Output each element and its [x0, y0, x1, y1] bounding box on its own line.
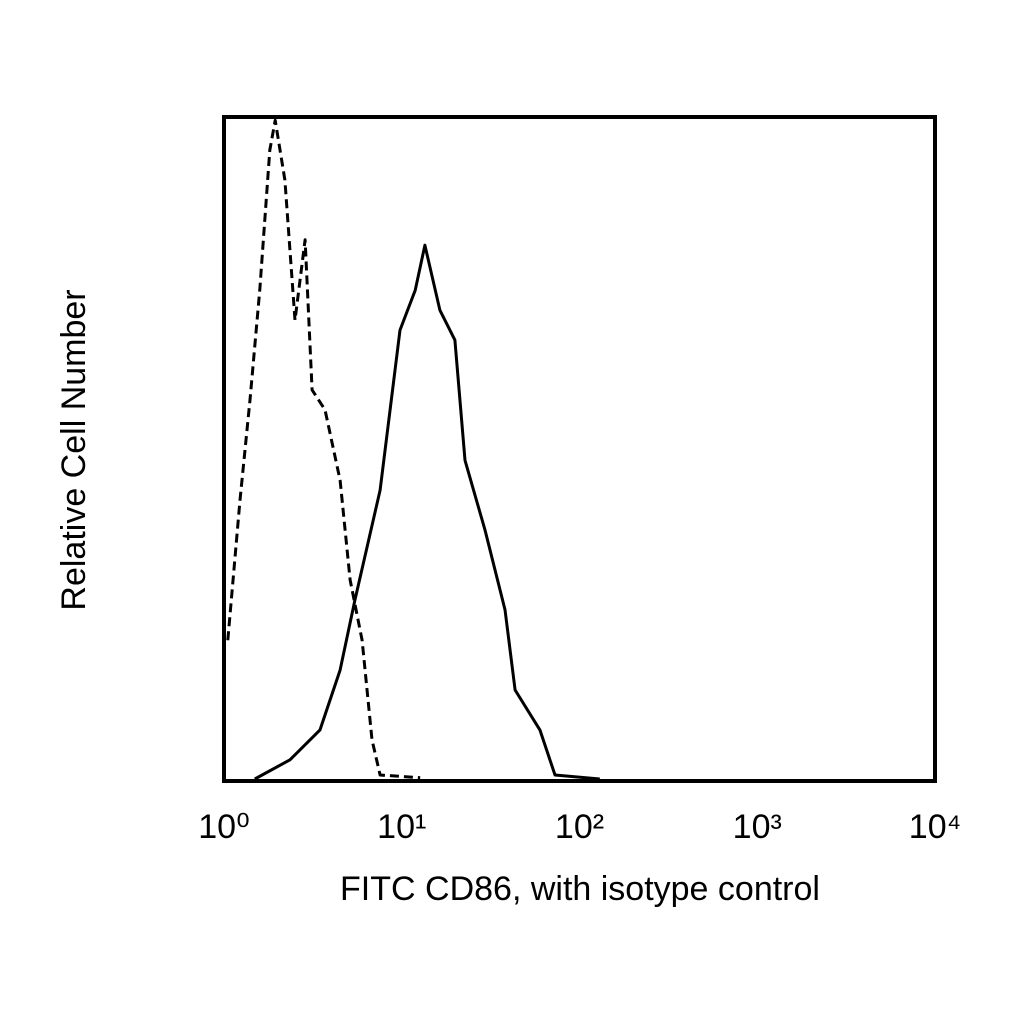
- x-tick-label: 10²: [555, 808, 604, 846]
- x-tick-label: 10¹: [377, 808, 426, 846]
- plot-frame: [222, 115, 937, 783]
- histogram-line: [226, 118, 421, 780]
- x-tick-label: 10³: [733, 808, 782, 846]
- x-tick-label: 10⁰: [198, 808, 249, 846]
- x-axis-label: FITC CD86, with isotype control: [340, 870, 820, 908]
- y-axis-label: Relative Cell Number: [55, 289, 93, 610]
- histogram-line: [254, 243, 600, 781]
- x-tick-label: 10⁴: [909, 808, 961, 846]
